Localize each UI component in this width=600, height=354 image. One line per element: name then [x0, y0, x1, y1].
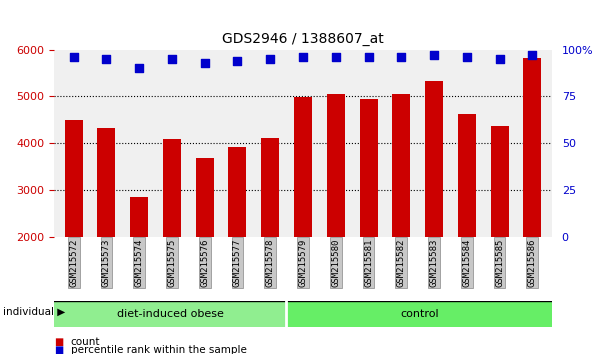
Point	[101, 56, 111, 62]
Bar	[163, 139, 181, 237]
Bar	[458, 114, 476, 237]
Bar	[523, 58, 541, 237]
Point	[397, 54, 406, 60]
Point	[233, 58, 242, 64]
Point	[134, 65, 144, 71]
Text: percentile rank within the sample: percentile rank within the sample	[71, 346, 247, 354]
Bar	[65, 120, 83, 237]
Title: GDS2946 / 1388607_at: GDS2946 / 1388607_at	[222, 32, 384, 46]
Text: count: count	[71, 337, 100, 347]
Point	[265, 56, 275, 62]
Point	[495, 56, 505, 62]
Bar	[392, 94, 410, 237]
Bar	[327, 94, 345, 237]
Point	[364, 54, 373, 60]
Point	[167, 56, 177, 62]
Point	[298, 54, 308, 60]
Bar	[97, 128, 115, 237]
Bar	[294, 97, 312, 237]
Text: ■: ■	[54, 337, 63, 347]
Bar	[286, 301, 552, 327]
Point	[200, 60, 209, 65]
Point	[429, 52, 439, 58]
Bar	[261, 138, 279, 237]
Text: ■: ■	[54, 346, 63, 354]
Text: individual ▶: individual ▶	[3, 307, 65, 316]
Bar	[425, 80, 443, 237]
Bar	[491, 126, 509, 237]
Text: diet-induced obese: diet-induced obese	[117, 309, 224, 319]
Bar	[130, 197, 148, 237]
Bar	[229, 147, 247, 237]
Point	[69, 54, 79, 60]
Point	[331, 54, 341, 60]
Bar	[359, 99, 377, 237]
Text: control: control	[400, 309, 439, 319]
Point	[527, 52, 537, 58]
Bar	[54, 301, 286, 327]
Point	[462, 54, 472, 60]
Bar	[196, 158, 214, 237]
